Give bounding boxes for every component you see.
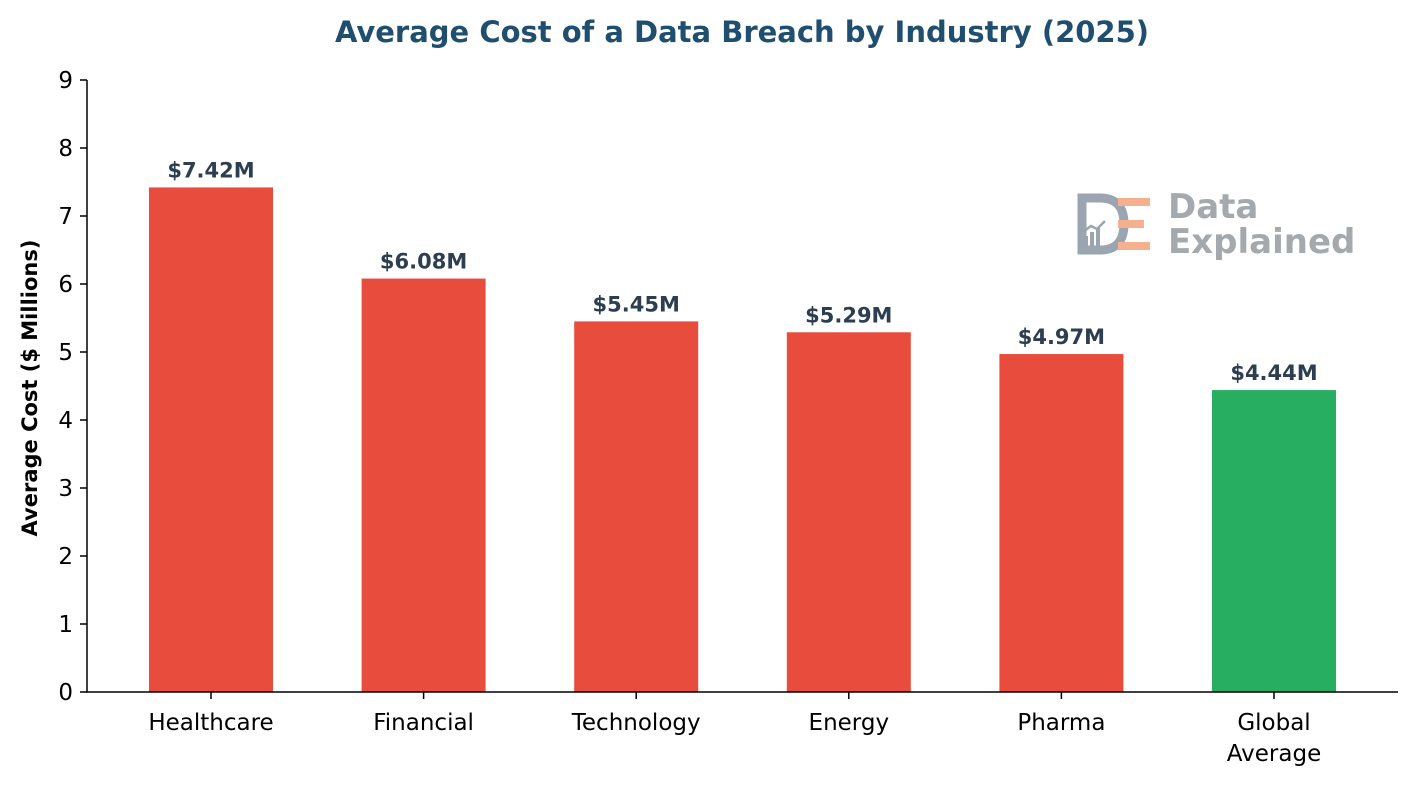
- x-tick-label-1: Financial: [373, 710, 474, 736]
- y-tick-label-2: 2: [58, 544, 73, 570]
- y-ticks-layer: 0 1 2 3 4 5 6 7 8 9: [58, 68, 87, 706]
- y-tick-label-5: 5: [58, 340, 73, 366]
- watermark-line-2: Explained: [1168, 222, 1355, 262]
- y-tick-label-8: 8: [58, 136, 73, 162]
- y-tick-label-3: 3: [58, 476, 73, 502]
- x-ticks-layer: Healthcare Financial Technology Energy Pharm…: [148, 692, 1321, 767]
- y-axis-label: Average Cost ($ Millions): [18, 240, 42, 537]
- data-label-4: $4.97M: [1018, 325, 1105, 349]
- y-tick-label-6: 6: [58, 272, 73, 298]
- data-label-0: $7.42M: [167, 158, 254, 182]
- bar-5: [1212, 390, 1336, 692]
- bar-0: [149, 187, 273, 692]
- x-tick-label-0: Healthcare: [148, 710, 273, 736]
- watermark-logo: Data Explained: [1077, 187, 1355, 262]
- y-tick-label-7: 7: [58, 204, 73, 230]
- data-label-2: $5.45M: [593, 292, 680, 316]
- data-label-5: $4.44M: [1230, 361, 1317, 385]
- data-label-3: $5.29M: [805, 303, 892, 327]
- y-tick-label-0: 0: [58, 680, 73, 706]
- watermark-line-1: Data: [1168, 187, 1258, 227]
- bars-layer: [149, 187, 1336, 692]
- data-label-1: $6.08M: [380, 250, 467, 274]
- x-tick-label-2: Technology: [571, 710, 701, 736]
- bar-1: [361, 278, 486, 692]
- bar-3: [786, 332, 911, 692]
- x-tick-label-4: Pharma: [1017, 710, 1105, 736]
- x-tick-label-3: Energy: [809, 710, 890, 736]
- y-tick-label-4: 4: [58, 408, 73, 434]
- y-tick-label-9: 9: [58, 68, 73, 94]
- chart-title: Average Cost of a Data Breach by Industr…: [335, 15, 1149, 49]
- data-explained-logo-icon: [1077, 193, 1150, 255]
- bar-4: [999, 354, 1124, 692]
- bar-2: [574, 321, 699, 692]
- x-tick-label-5: Global Average: [1227, 710, 1321, 767]
- data-labels-layer: $7.42M $6.08M $5.45M $5.29M $4.97M $4.44M: [167, 158, 1317, 385]
- y-tick-label-1: 1: [58, 612, 73, 638]
